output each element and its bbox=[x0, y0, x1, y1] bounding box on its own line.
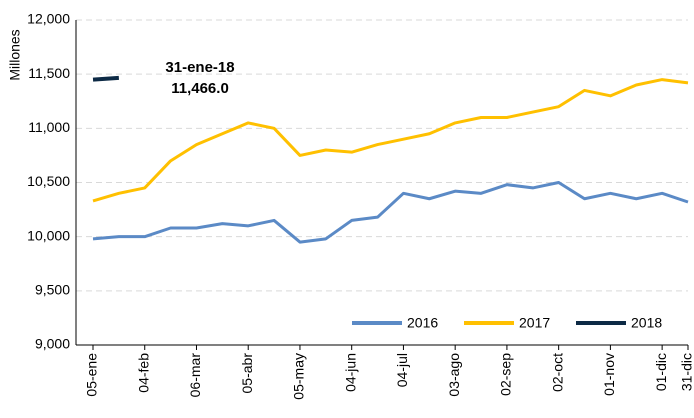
series-line bbox=[92, 78, 689, 203]
x-tick-label: 05-may bbox=[291, 353, 307, 400]
y-tick-label: 11,000 bbox=[28, 119, 70, 135]
legend-label: 2016 bbox=[407, 315, 438, 331]
x-tick-label: 01-dic bbox=[653, 353, 669, 391]
y-tick-label: 11,500 bbox=[28, 65, 70, 81]
y-tick-label: 9,500 bbox=[35, 282, 70, 298]
x-tick-label: 05-ene bbox=[84, 353, 100, 397]
y-tick-label: 10,500 bbox=[27, 173, 70, 189]
series-line bbox=[92, 181, 689, 244]
legend-label: 2017 bbox=[519, 315, 550, 331]
x-tick-label: 04-feb bbox=[135, 353, 151, 393]
annotation: 11,466.0 bbox=[171, 80, 229, 97]
x-tick-label: 04-jul bbox=[394, 353, 410, 387]
annotation: 31-ene-18 bbox=[165, 59, 234, 76]
x-tick-label: 02-sep bbox=[498, 353, 514, 396]
y-tick-label: 12,000 bbox=[27, 11, 70, 27]
x-tick-label: 06-mar bbox=[187, 353, 203, 398]
x-tick-label: 03-ago bbox=[446, 353, 462, 397]
y-tick-label: 10,000 bbox=[27, 227, 70, 243]
x-tick-label: 02-oct bbox=[549, 353, 565, 392]
x-tick-label: 04-jun bbox=[342, 353, 358, 392]
x-tick-label: 01-nov bbox=[601, 353, 617, 396]
x-tick-label: 31-dic bbox=[679, 353, 694, 391]
y-tick-label: 9,000 bbox=[35, 336, 70, 352]
legend-label: 2018 bbox=[631, 315, 662, 331]
series-line bbox=[92, 75, 120, 82]
y-axis-label: Millones bbox=[7, 29, 23, 80]
x-tick-label: 05-abr bbox=[239, 353, 255, 394]
